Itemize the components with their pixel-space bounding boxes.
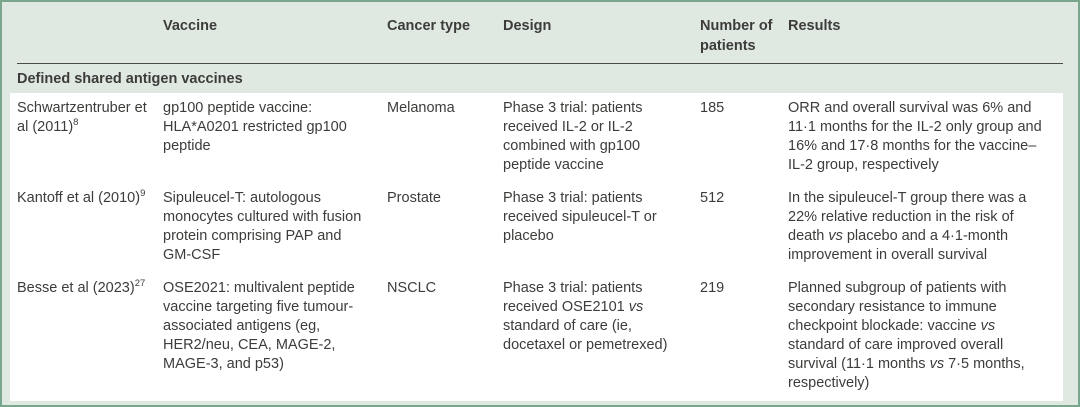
table-body: Schwartzentruber et al (2011)8 gp100 pep…	[10, 93, 1063, 401]
section-header: Defined shared antigen vaccines	[17, 71, 243, 87]
vaccine-cell: OSE2021: multivalent peptide vaccine tar…	[163, 280, 355, 372]
reference-superscript: 9	[140, 188, 146, 200]
patients-cell: 512	[700, 190, 725, 206]
column-header-patients: Number of patients	[700, 18, 773, 54]
table-row-schwartzentruber: Schwartzentruber et al (2011)8 gp100 pep…	[10, 93, 1063, 183]
cancer-type-cell: Melanoma	[387, 100, 455, 116]
design-cell: Phase 3 trial: patients received IL-2 or…	[503, 100, 643, 173]
column-header-study	[17, 16, 163, 56]
column-header-design: Design	[503, 18, 552, 34]
vaccine-cell: Sipuleucel-T: autologous monocytes cultu…	[163, 190, 362, 263]
column-header-vaccine: Vaccine	[163, 18, 218, 34]
design-cell: Phase 3 trial: patients received OSE2101…	[503, 280, 668, 353]
study-citation: Kantoff et al (2010)	[17, 190, 141, 206]
study-cell: Besse et al (2023)27	[17, 279, 163, 393]
table-row-besse: Besse et al (2023)27 OSE2021: multivalen…	[10, 273, 1063, 401]
table-row-kantoff: Kantoff et al (2010)9 Sipuleucel-T: auto…	[10, 183, 1063, 273]
cancer-type-cell: Prostate	[387, 190, 441, 206]
study-citation: Schwartzentruber et al (2011)	[17, 100, 147, 135]
reference-superscript: 27	[134, 278, 146, 290]
study-citation: Besse et al (2023)	[17, 280, 135, 296]
study-cell: Kantoff et al (2010)9	[17, 189, 163, 265]
results-cell: In the sipuleucel-T group there was a 22…	[788, 190, 1027, 263]
column-header-cancer-type: Cancer type	[387, 18, 471, 34]
results-cell: Planned subgroup of patients with second…	[788, 280, 1025, 391]
reference-superscript: 8	[73, 117, 79, 129]
patients-cell: 219	[700, 280, 725, 296]
patients-cell: 185	[700, 100, 725, 116]
header-rule	[17, 63, 1063, 64]
results-cell: ORR and overall survival was 6% and 11·1…	[788, 100, 1042, 173]
cancer-type-cell: NSCLC	[387, 280, 437, 296]
study-cell: Schwartzentruber et al (2011)8	[17, 99, 163, 175]
design-cell: Phase 3 trial: patients received sipuleu…	[503, 190, 657, 244]
vaccine-cell: gp100 peptide vaccine: HLA*A0201 restric…	[163, 100, 347, 154]
table-header-row: Vaccine Cancer type Design Number of pat…	[2, 2, 1078, 56]
column-header-results: Results	[788, 18, 841, 34]
